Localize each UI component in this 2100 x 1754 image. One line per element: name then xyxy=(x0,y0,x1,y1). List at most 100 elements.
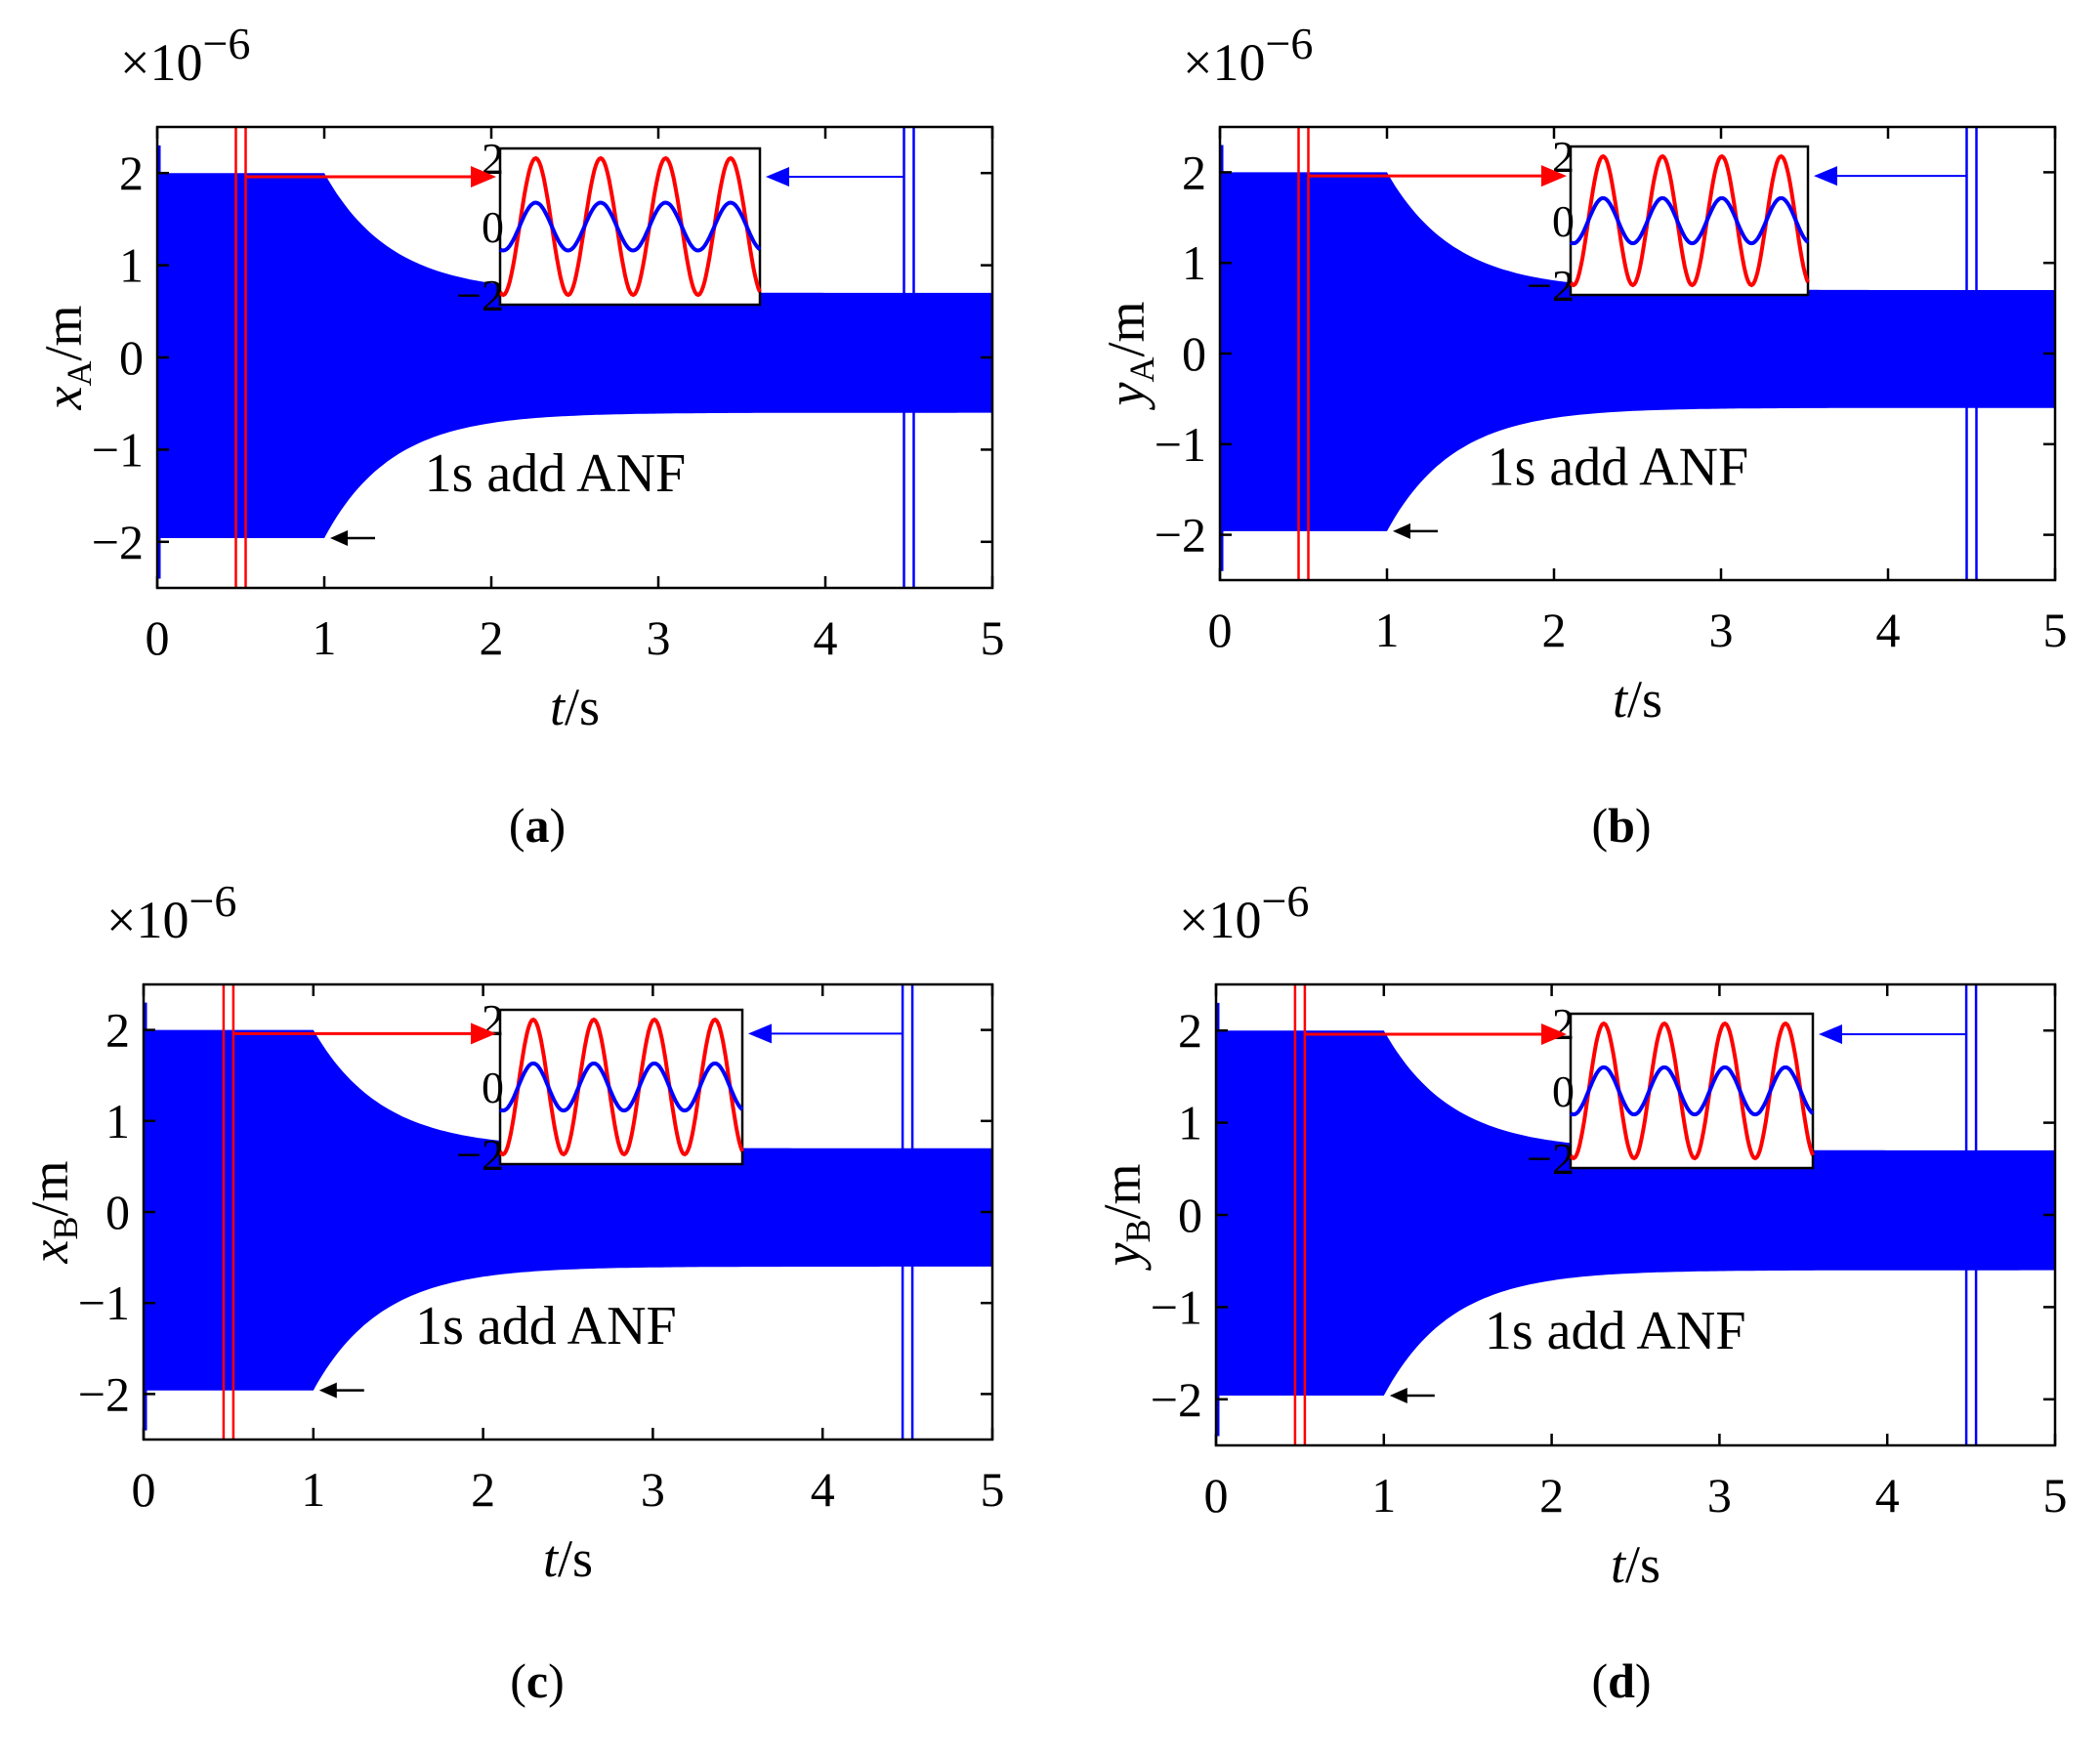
x-tick-label: 0 xyxy=(132,1462,156,1517)
inset: −202 xyxy=(1527,999,1815,1184)
y-tick-label: 2 xyxy=(105,1003,130,1058)
red-connector-arrowhead xyxy=(471,165,496,188)
caption-open: ( xyxy=(510,1653,526,1708)
inset: −202 xyxy=(456,995,744,1180)
y-tick-label: −1 xyxy=(1155,417,1206,472)
panel-a: 0 1 2 3 4 5 −2 −1 0 1 2 ×10−6 xA/m t/s (a) 1s add ANF −2… xyxy=(34,19,1005,853)
exponent-label: ×10−6 xyxy=(1179,876,1309,949)
inset-blue-wave xyxy=(1570,195,1810,246)
x-label-unit: /s xyxy=(1627,670,1662,729)
x-tick-label: 2 xyxy=(471,1462,495,1517)
exponent-base: ×10 xyxy=(1179,891,1261,949)
inset-box xyxy=(1569,145,1810,297)
x-tick-label: 3 xyxy=(1707,1468,1732,1523)
caption-letter: b xyxy=(1608,798,1635,853)
y-tick-label: −2 xyxy=(1151,1372,1202,1427)
x-label-unit: /s xyxy=(558,1529,593,1588)
y-tick-label: −1 xyxy=(1151,1279,1202,1334)
annotation-text: 1s add ANF xyxy=(425,443,687,504)
y-tick-label: 2 xyxy=(1178,1003,1202,1058)
y-label-variable: x xyxy=(34,386,93,410)
y-label-unit: /m xyxy=(1093,1164,1152,1220)
panel-caption: (b) xyxy=(1591,798,1651,853)
y-tick-label: −2 xyxy=(78,1366,130,1421)
x-tick-label: 0 xyxy=(1204,1468,1229,1523)
red-connector-arrowhead xyxy=(471,1023,496,1045)
x-axis-label: t/s xyxy=(1611,1535,1660,1594)
panel-d: 0 1 2 3 4 5 −2 −1 0 1 2 ×10−6 yB/m t/s (d) 1s add ANF −2… xyxy=(1093,876,2068,1708)
y-tick-label: 1 xyxy=(105,1094,130,1148)
y-label-subscript: B xyxy=(1118,1220,1157,1243)
inset-red-wave xyxy=(1569,153,1810,288)
exponent-base: ×10 xyxy=(120,33,202,92)
y-label-variable: y xyxy=(1093,1243,1152,1272)
signal-envelope xyxy=(157,173,992,538)
caption-open: ( xyxy=(509,798,525,853)
exponent-base: ×10 xyxy=(1183,33,1265,92)
blue-connector-arrowhead xyxy=(1819,1023,1842,1044)
x-axis-label: t/s xyxy=(543,1529,593,1588)
x-tick-label: 1 xyxy=(313,610,337,665)
blue-connector-arrowhead xyxy=(748,1023,772,1044)
caption-close: ) xyxy=(1635,1653,1652,1708)
event-arrow-head xyxy=(1389,1388,1407,1404)
y-label-subscript: B xyxy=(46,1217,85,1240)
y-tick-label: 1 xyxy=(1178,1096,1202,1150)
annotation-text: 1s add ANF xyxy=(1485,1301,1746,1361)
y-label-variable: x xyxy=(21,1240,79,1265)
x-tick-label: 4 xyxy=(1876,603,1901,657)
y-tick-label: 1 xyxy=(119,238,144,293)
inset-y-tick-label: −2 xyxy=(456,271,504,320)
x-axis-label: t/s xyxy=(550,678,600,736)
inset-red-wave xyxy=(498,155,762,298)
caption-letter: d xyxy=(1608,1653,1635,1708)
exponent-label: ×10−6 xyxy=(120,19,250,92)
red-connector-arrowhead xyxy=(1541,165,1567,188)
exponent-power: −6 xyxy=(1261,876,1309,926)
blue-connector-arrowhead xyxy=(1814,166,1837,187)
y-axis-label: xA/m xyxy=(34,306,99,411)
y-axis-label: xB/m xyxy=(21,1161,85,1265)
y-tick-label: 0 xyxy=(1182,326,1206,381)
exponent-label: ×10−6 xyxy=(106,876,236,949)
inset-y-tick-label: 0 xyxy=(1552,196,1575,246)
annotation-text: 1s add ANF xyxy=(415,1296,677,1357)
caption-close: ) xyxy=(550,798,567,853)
panel-c: 0 1 2 3 4 5 −2 −1 0 1 2 ×10−6 xB/m t/s (c) 1s add ANF −2… xyxy=(21,876,1005,1708)
x-tick-label: 2 xyxy=(1539,1468,1564,1523)
inset-red-wave xyxy=(498,1017,744,1157)
x-tick-label: 1 xyxy=(1375,603,1400,657)
event-arrow-head xyxy=(1393,522,1410,539)
x-tick-label: 5 xyxy=(981,610,1005,665)
y-axis-label: yA/m xyxy=(1097,302,1161,411)
inset-box xyxy=(498,1008,744,1166)
x-tick-label: 2 xyxy=(480,610,504,665)
x-axis-label: t/s xyxy=(1613,670,1662,729)
exponent-power: −6 xyxy=(189,876,236,926)
y-axis-label: yB/m xyxy=(1093,1164,1157,1272)
x-tick-label: 4 xyxy=(811,1462,835,1517)
caption-open: ( xyxy=(1591,798,1608,853)
exponent-label: ×10−6 xyxy=(1183,19,1313,92)
x-label-variable: t xyxy=(1611,1535,1627,1594)
x-tick-label: 5 xyxy=(2043,603,2068,657)
x-tick-label: 0 xyxy=(1208,603,1233,657)
y-tick-label: 0 xyxy=(119,330,144,385)
x-tick-label: 3 xyxy=(647,610,671,665)
red-connector-arrowhead xyxy=(1541,1023,1567,1045)
x-tick-label: 4 xyxy=(814,610,838,665)
y-tick-label: 0 xyxy=(1178,1188,1202,1242)
inset-y-tick-label: 2 xyxy=(1552,132,1575,182)
caption-close: ) xyxy=(548,1653,565,1708)
y-label-unit: /m xyxy=(1097,302,1155,357)
panel-caption: (a) xyxy=(509,798,566,853)
x-label-unit: /s xyxy=(565,678,600,736)
inset-y-tick-label: 0 xyxy=(482,202,504,252)
exponent-base: ×10 xyxy=(106,891,189,949)
inset-blue-wave xyxy=(499,200,762,253)
panel-caption: (d) xyxy=(1591,1653,1651,1708)
exponent-power: −6 xyxy=(202,19,250,68)
x-tick-label: 2 xyxy=(1542,603,1567,657)
y-tick-label: −1 xyxy=(78,1275,130,1330)
panel-b: 0 1 2 3 4 5 −2 −1 0 1 2 ×10−6 yA/m t/s (b) 1s add ANF −2… xyxy=(1097,19,2068,853)
